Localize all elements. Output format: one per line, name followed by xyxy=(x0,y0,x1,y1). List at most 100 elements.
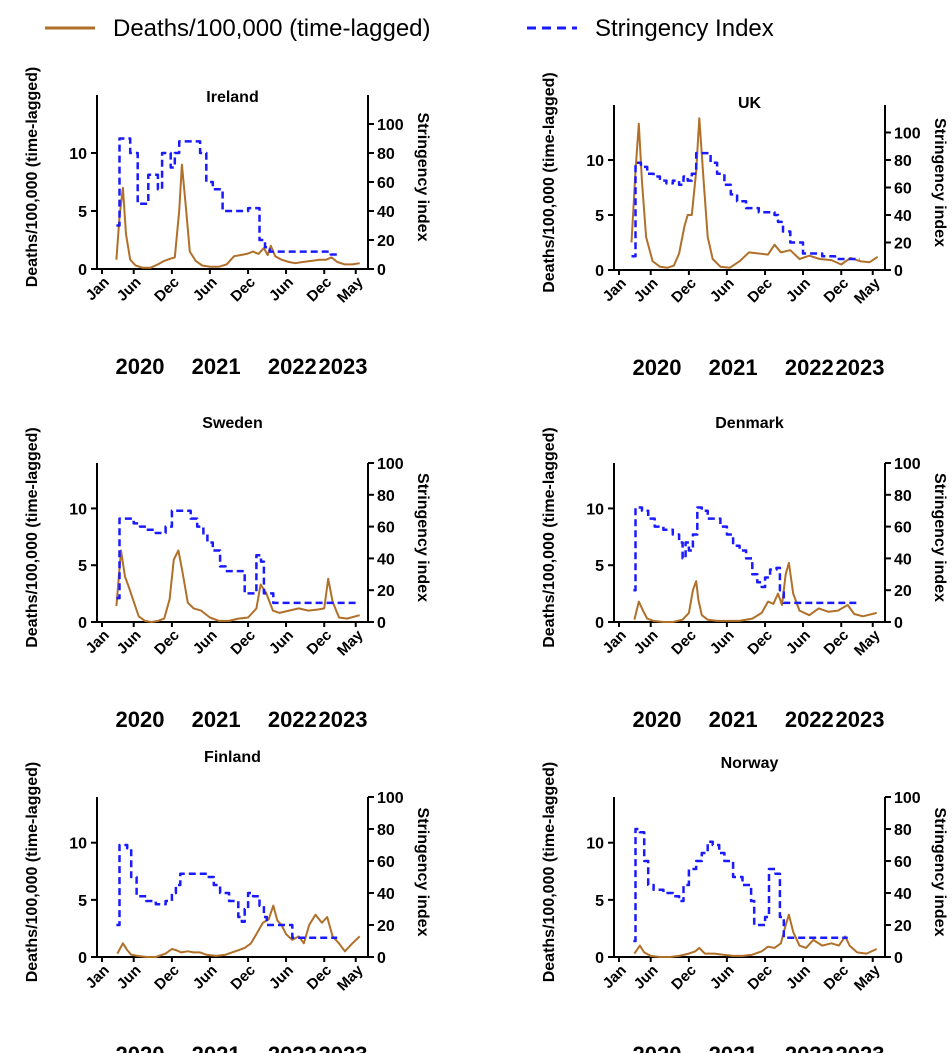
deaths-line xyxy=(115,163,360,269)
year-label: 2023 xyxy=(836,355,885,380)
left-tick-label: 0 xyxy=(78,615,87,632)
left-tick-label: 10 xyxy=(586,153,604,170)
x-tick-label: May xyxy=(334,626,367,659)
x-tick-label: Jan xyxy=(600,962,630,992)
right-tick-label: 0 xyxy=(377,262,386,279)
right-tick-label: 100 xyxy=(377,456,404,473)
x-tick-label: Jun xyxy=(707,962,738,993)
right-tick-label: 80 xyxy=(377,146,395,163)
x-tick-label: Jun xyxy=(190,274,221,305)
year-label: 2021 xyxy=(192,707,241,732)
x-tick-label: Jun xyxy=(707,275,738,306)
x-tick-label: Jun xyxy=(190,627,221,658)
right-tick-label: 100 xyxy=(377,790,404,807)
year-label: 2023 xyxy=(836,707,885,732)
right-axis-label: Stringency index xyxy=(414,113,431,242)
left-axis-label: Deaths/100,000 (time-lagged) xyxy=(24,427,41,648)
year-label: 2021 xyxy=(709,707,758,732)
right-tick-label: 60 xyxy=(894,854,912,871)
year-label: 2022 xyxy=(268,707,317,732)
x-tick-label: May xyxy=(851,274,884,307)
x-tick-label: May xyxy=(851,961,884,994)
year-label: 2021 xyxy=(192,354,241,379)
left-tick-label: 0 xyxy=(595,950,604,967)
x-tick-label: Jun xyxy=(631,962,662,993)
right-tick-label: 60 xyxy=(377,520,395,537)
stringency-line xyxy=(116,137,338,256)
chart-title: Finland xyxy=(204,749,261,766)
right-tick-label: 0 xyxy=(894,950,903,967)
x-tick-label: Jun xyxy=(783,627,814,658)
year-label: 2022 xyxy=(268,1042,317,1053)
stringency-line xyxy=(633,827,848,943)
chart-title: Denmark xyxy=(715,415,784,432)
year-label: 2020 xyxy=(633,1042,682,1053)
right-tick-label: 40 xyxy=(377,551,395,568)
left-tick-label: 10 xyxy=(69,836,87,853)
right-tick-label: 100 xyxy=(377,117,404,134)
x-tick-label: Jun xyxy=(707,627,738,658)
right-tick-label: 60 xyxy=(377,175,395,192)
right-tick-label: 60 xyxy=(894,181,912,198)
right-tick-label: 80 xyxy=(894,822,912,839)
left-tick-label: 0 xyxy=(595,263,604,280)
left-tick-label: 5 xyxy=(78,558,87,575)
x-tick-label: Dec xyxy=(227,962,258,993)
x-tick-label: Dec xyxy=(304,274,335,305)
year-label: 2020 xyxy=(116,354,165,379)
left-tick-label: 5 xyxy=(78,204,87,221)
x-tick-label: Dec xyxy=(744,627,775,658)
year-label: 2021 xyxy=(192,1042,241,1053)
stringency-line xyxy=(116,843,338,940)
right-tick-label: 40 xyxy=(894,208,912,225)
year-label: 2020 xyxy=(633,707,682,732)
right-tick-label: 100 xyxy=(894,126,921,143)
x-tick-label: Dec xyxy=(227,627,258,658)
chart-title: Ireland xyxy=(206,89,258,106)
right-tick-label: 40 xyxy=(894,886,912,903)
year-label: 2023 xyxy=(319,354,368,379)
left-tick-label: 10 xyxy=(69,146,87,163)
left-tick-label: 5 xyxy=(595,893,604,910)
year-label: 2021 xyxy=(709,1042,758,1053)
right-tick-label: 40 xyxy=(894,551,912,568)
x-tick-label: Dec xyxy=(668,275,699,306)
left-tick-label: 10 xyxy=(586,836,604,853)
x-tick-label: Jan xyxy=(83,274,113,304)
x-tick-label: Jan xyxy=(600,627,630,657)
left-tick-label: 0 xyxy=(78,262,87,279)
right-tick-label: 60 xyxy=(377,854,395,871)
year-label: 2023 xyxy=(319,1042,368,1053)
stringency-line xyxy=(116,509,359,605)
right-tick-label: 100 xyxy=(894,456,921,473)
left-tick-label: 10 xyxy=(586,501,604,518)
x-tick-label: Jun xyxy=(114,962,145,993)
year-label: 2023 xyxy=(836,1042,885,1053)
right-tick-label: 0 xyxy=(894,263,903,280)
x-tick-label: May xyxy=(334,273,367,306)
x-tick-label: Dec xyxy=(668,962,699,993)
year-label: 2020 xyxy=(116,707,165,732)
year-label: 2020 xyxy=(633,355,682,380)
x-tick-label: Jun xyxy=(114,274,145,305)
x-tick-label: Dec xyxy=(151,274,182,305)
right-tick-label: 0 xyxy=(894,615,903,632)
left-axis-label: Deaths/100,000 (time-lagged) xyxy=(541,72,558,293)
right-tick-label: 80 xyxy=(377,488,395,505)
left-axis-label: Deaths/100,000 (time-lagged) xyxy=(541,762,558,983)
x-tick-label: May xyxy=(334,961,367,994)
legend-stringency-label: Stringency Index xyxy=(595,15,774,42)
year-label: 2021 xyxy=(709,355,758,380)
x-tick-label: Jun xyxy=(266,962,297,993)
right-tick-label: 40 xyxy=(377,204,395,221)
left-axis-label: Deaths/100,000 (time-lagged) xyxy=(541,427,558,648)
legend: Deaths/100,000 (time-lagged) Stringency … xyxy=(45,15,774,42)
x-tick-label: Dec xyxy=(304,962,335,993)
year-label: 2022 xyxy=(785,1042,834,1053)
x-tick-label: Dec xyxy=(151,627,182,658)
year-label: 2022 xyxy=(268,354,317,379)
